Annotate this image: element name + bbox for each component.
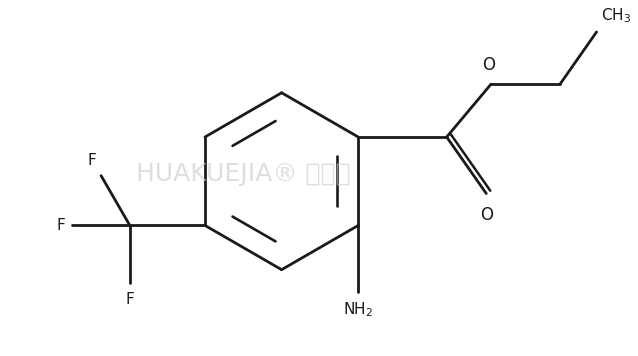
Text: CH$_3$: CH$_3$: [602, 6, 632, 25]
Text: O: O: [482, 56, 495, 74]
Text: F: F: [87, 153, 96, 168]
Text: F: F: [56, 218, 65, 233]
Text: F: F: [126, 292, 134, 307]
Text: HUAKUEJIA® 化学加: HUAKUEJIA® 化学加: [136, 162, 350, 186]
Text: NH$_2$: NH$_2$: [343, 300, 373, 319]
Text: O: O: [480, 206, 493, 224]
